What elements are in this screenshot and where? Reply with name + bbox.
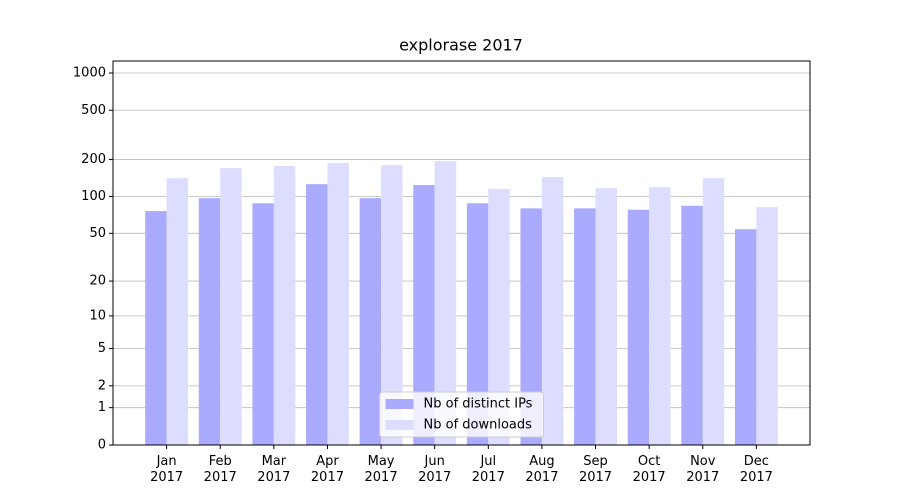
bar bbox=[252, 203, 274, 445]
legend-swatch bbox=[385, 420, 414, 430]
x-tick-label: Dec 2017 bbox=[740, 454, 773, 485]
bar bbox=[649, 187, 671, 445]
x-tick-label: Feb 2017 bbox=[204, 454, 237, 485]
y-tick-label: 0 bbox=[98, 438, 106, 453]
x-tick-label: Oct 2017 bbox=[633, 454, 666, 485]
y-tick-label: 500 bbox=[81, 103, 106, 118]
legend-box bbox=[379, 391, 544, 438]
x-tick-label: Nov 2017 bbox=[686, 454, 719, 485]
bar bbox=[413, 185, 435, 445]
legend-swatch bbox=[385, 399, 414, 409]
bar bbox=[166, 178, 189, 445]
bar bbox=[488, 189, 510, 445]
bar bbox=[434, 161, 457, 445]
chart-title: explorase 2017 bbox=[399, 36, 523, 55]
bar bbox=[273, 165, 296, 445]
bar bbox=[198, 198, 221, 445]
y-tick-label: 1000 bbox=[73, 66, 106, 81]
y-tick-label: 50 bbox=[89, 226, 106, 241]
y-tick-label: 100 bbox=[81, 189, 106, 204]
bar bbox=[595, 188, 617, 445]
x-tick-label: Jul 2017 bbox=[472, 454, 505, 485]
legend-label: Nb of downloads bbox=[424, 418, 533, 433]
x-tick-label: Jun 2017 bbox=[418, 454, 451, 485]
bar bbox=[734, 229, 757, 445]
y-tick-label: 2 bbox=[98, 378, 106, 393]
bar bbox=[574, 208, 596, 445]
bar bbox=[466, 203, 489, 445]
y-tick-label: 5 bbox=[98, 341, 106, 356]
bar bbox=[541, 177, 564, 445]
x-tick-label: Jan 2017 bbox=[150, 454, 183, 485]
y-tick-label: 20 bbox=[89, 274, 106, 289]
legend-label: Nb of distinct IPs bbox=[424, 397, 533, 412]
bar bbox=[681, 205, 703, 445]
x-tick-label: May 2017 bbox=[365, 454, 398, 485]
bar bbox=[520, 208, 542, 445]
bar bbox=[381, 165, 403, 445]
x-tick-label: Mar 2017 bbox=[257, 454, 290, 485]
bar bbox=[306, 184, 328, 445]
bar bbox=[702, 178, 725, 445]
x-tick-label: Aug 2017 bbox=[525, 454, 558, 485]
bar bbox=[327, 163, 349, 446]
x-tick-label: Apr 2017 bbox=[311, 454, 344, 485]
y-tick-label: 10 bbox=[89, 308, 106, 323]
bar bbox=[756, 207, 778, 445]
y-tick-label: 1 bbox=[98, 400, 106, 415]
y-tick-label: 200 bbox=[81, 152, 106, 167]
bar bbox=[627, 209, 650, 445]
bar bbox=[145, 211, 167, 445]
plot-frame bbox=[112, 60, 811, 446]
bar bbox=[359, 198, 382, 445]
bar bbox=[220, 168, 242, 445]
x-tick-label: Sep 2017 bbox=[579, 454, 612, 485]
